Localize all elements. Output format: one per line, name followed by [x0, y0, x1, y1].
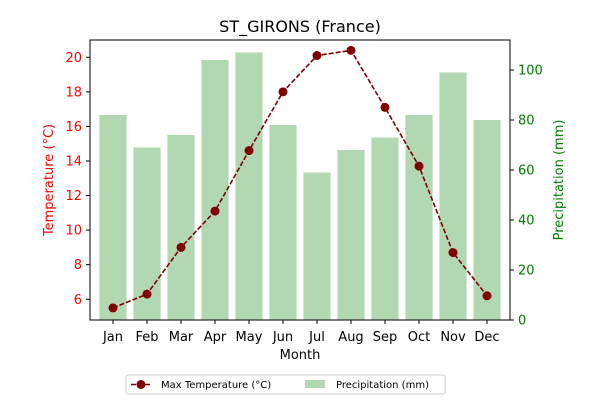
- x-tick-label-aug: Aug: [338, 330, 363, 345]
- left-tick-label-16: 16: [65, 120, 82, 135]
- x-tick-label-nov: Nov: [440, 330, 466, 345]
- x-tick-label-apr: Apr: [204, 330, 227, 345]
- temperature-point-aug: [346, 45, 356, 55]
- x-tick-label-feb: Feb: [135, 330, 158, 345]
- temperature-point-sep: [380, 102, 390, 112]
- legend-label-precipitation: Precipitation (mm): [336, 380, 429, 391]
- left-tick-label-20: 20: [65, 51, 82, 66]
- left-tick-label-10: 10: [65, 224, 82, 239]
- chart-title: ST_GIRONS (France): [219, 17, 381, 37]
- x-tick-label-jun: Jun: [272, 330, 293, 345]
- precipitation-bar-dec: [473, 120, 501, 320]
- x-tick-label-jul: Jul: [308, 330, 325, 345]
- left-tick-label-12: 12: [65, 189, 82, 204]
- right-tick-label-20: 20: [518, 264, 535, 279]
- temperature-point-may: [244, 146, 254, 156]
- left-tick-label-6: 6: [74, 293, 82, 308]
- left-tick-label-14: 14: [65, 154, 82, 169]
- temperature-point-oct: [414, 161, 424, 171]
- legend-marker-swatch: [136, 380, 146, 389]
- right-tick-label-0: 0: [518, 314, 526, 329]
- left-axis-label: Temperature (°C): [42, 124, 57, 237]
- x-tick-label-mar: Mar: [169, 330, 194, 345]
- temperature-point-jun: [278, 87, 288, 97]
- temperature-point-nov: [448, 248, 458, 258]
- precipitation-bar-aug: [337, 150, 365, 320]
- x-tick-label-may: May: [236, 330, 263, 345]
- x-tick-label-dec: Dec: [474, 330, 499, 345]
- left-tick-label-8: 8: [74, 258, 82, 273]
- right-tick-label-40: 40: [518, 214, 535, 229]
- temperature-point-feb: [142, 289, 152, 299]
- x-tick-label-sep: Sep: [373, 330, 398, 345]
- precipitation-bar-jun: [269, 125, 297, 320]
- left-tick-label-18: 18: [65, 85, 82, 100]
- legend-box: [125, 374, 446, 395]
- legend-bar-swatch: [305, 380, 325, 388]
- right-axis-label: Precipitation (mm): [552, 120, 567, 241]
- legend: Max Temperature (°C) Precipitation (mm): [125, 374, 446, 395]
- plot-frame: [89, 39, 511, 321]
- precipitation-bar-jul: [303, 172, 331, 320]
- temperature-point-apr: [210, 206, 220, 216]
- x-tick-label-oct: Oct: [408, 330, 430, 345]
- x-axis-label: Month: [280, 348, 321, 363]
- x-axis: Jan Feb Mar Apr May Jun Jul Aug Sep Oct Nov Dec: [102, 320, 500, 345]
- temperature-point-dec: [482, 291, 492, 301]
- precipitation-bar-may: [235, 52, 263, 320]
- precipitation-bar-oct: [405, 115, 433, 320]
- temperature-point-mar: [176, 242, 186, 252]
- left-y-axis: 6 8 10 12 14 16 18 20: [65, 51, 90, 308]
- legend-label-temperature: Max Temperature (°C): [161, 380, 271, 391]
- right-y-axis: 0 20 40 60 80 100: [510, 64, 543, 329]
- temperature-point-jan: [108, 303, 118, 313]
- temperature-point-jul: [312, 51, 322, 61]
- right-tick-label-60: 60: [518, 164, 535, 179]
- right-tick-label-100: 100: [518, 64, 543, 79]
- precipitation-bars: [99, 52, 501, 320]
- temperature-line: [108, 45, 492, 313]
- precipitation-bar-nov: [439, 72, 467, 320]
- precipitation-bar-sep: [371, 137, 399, 320]
- precipitation-bar-apr: [201, 60, 229, 320]
- x-tick-label-jan: Jan: [102, 330, 123, 345]
- temperature-line-path: [112, 49, 488, 309]
- precipitation-bar-mar: [167, 135, 195, 320]
- precipitation-bar-jan: [99, 115, 127, 320]
- right-tick-label-80: 80: [518, 114, 535, 129]
